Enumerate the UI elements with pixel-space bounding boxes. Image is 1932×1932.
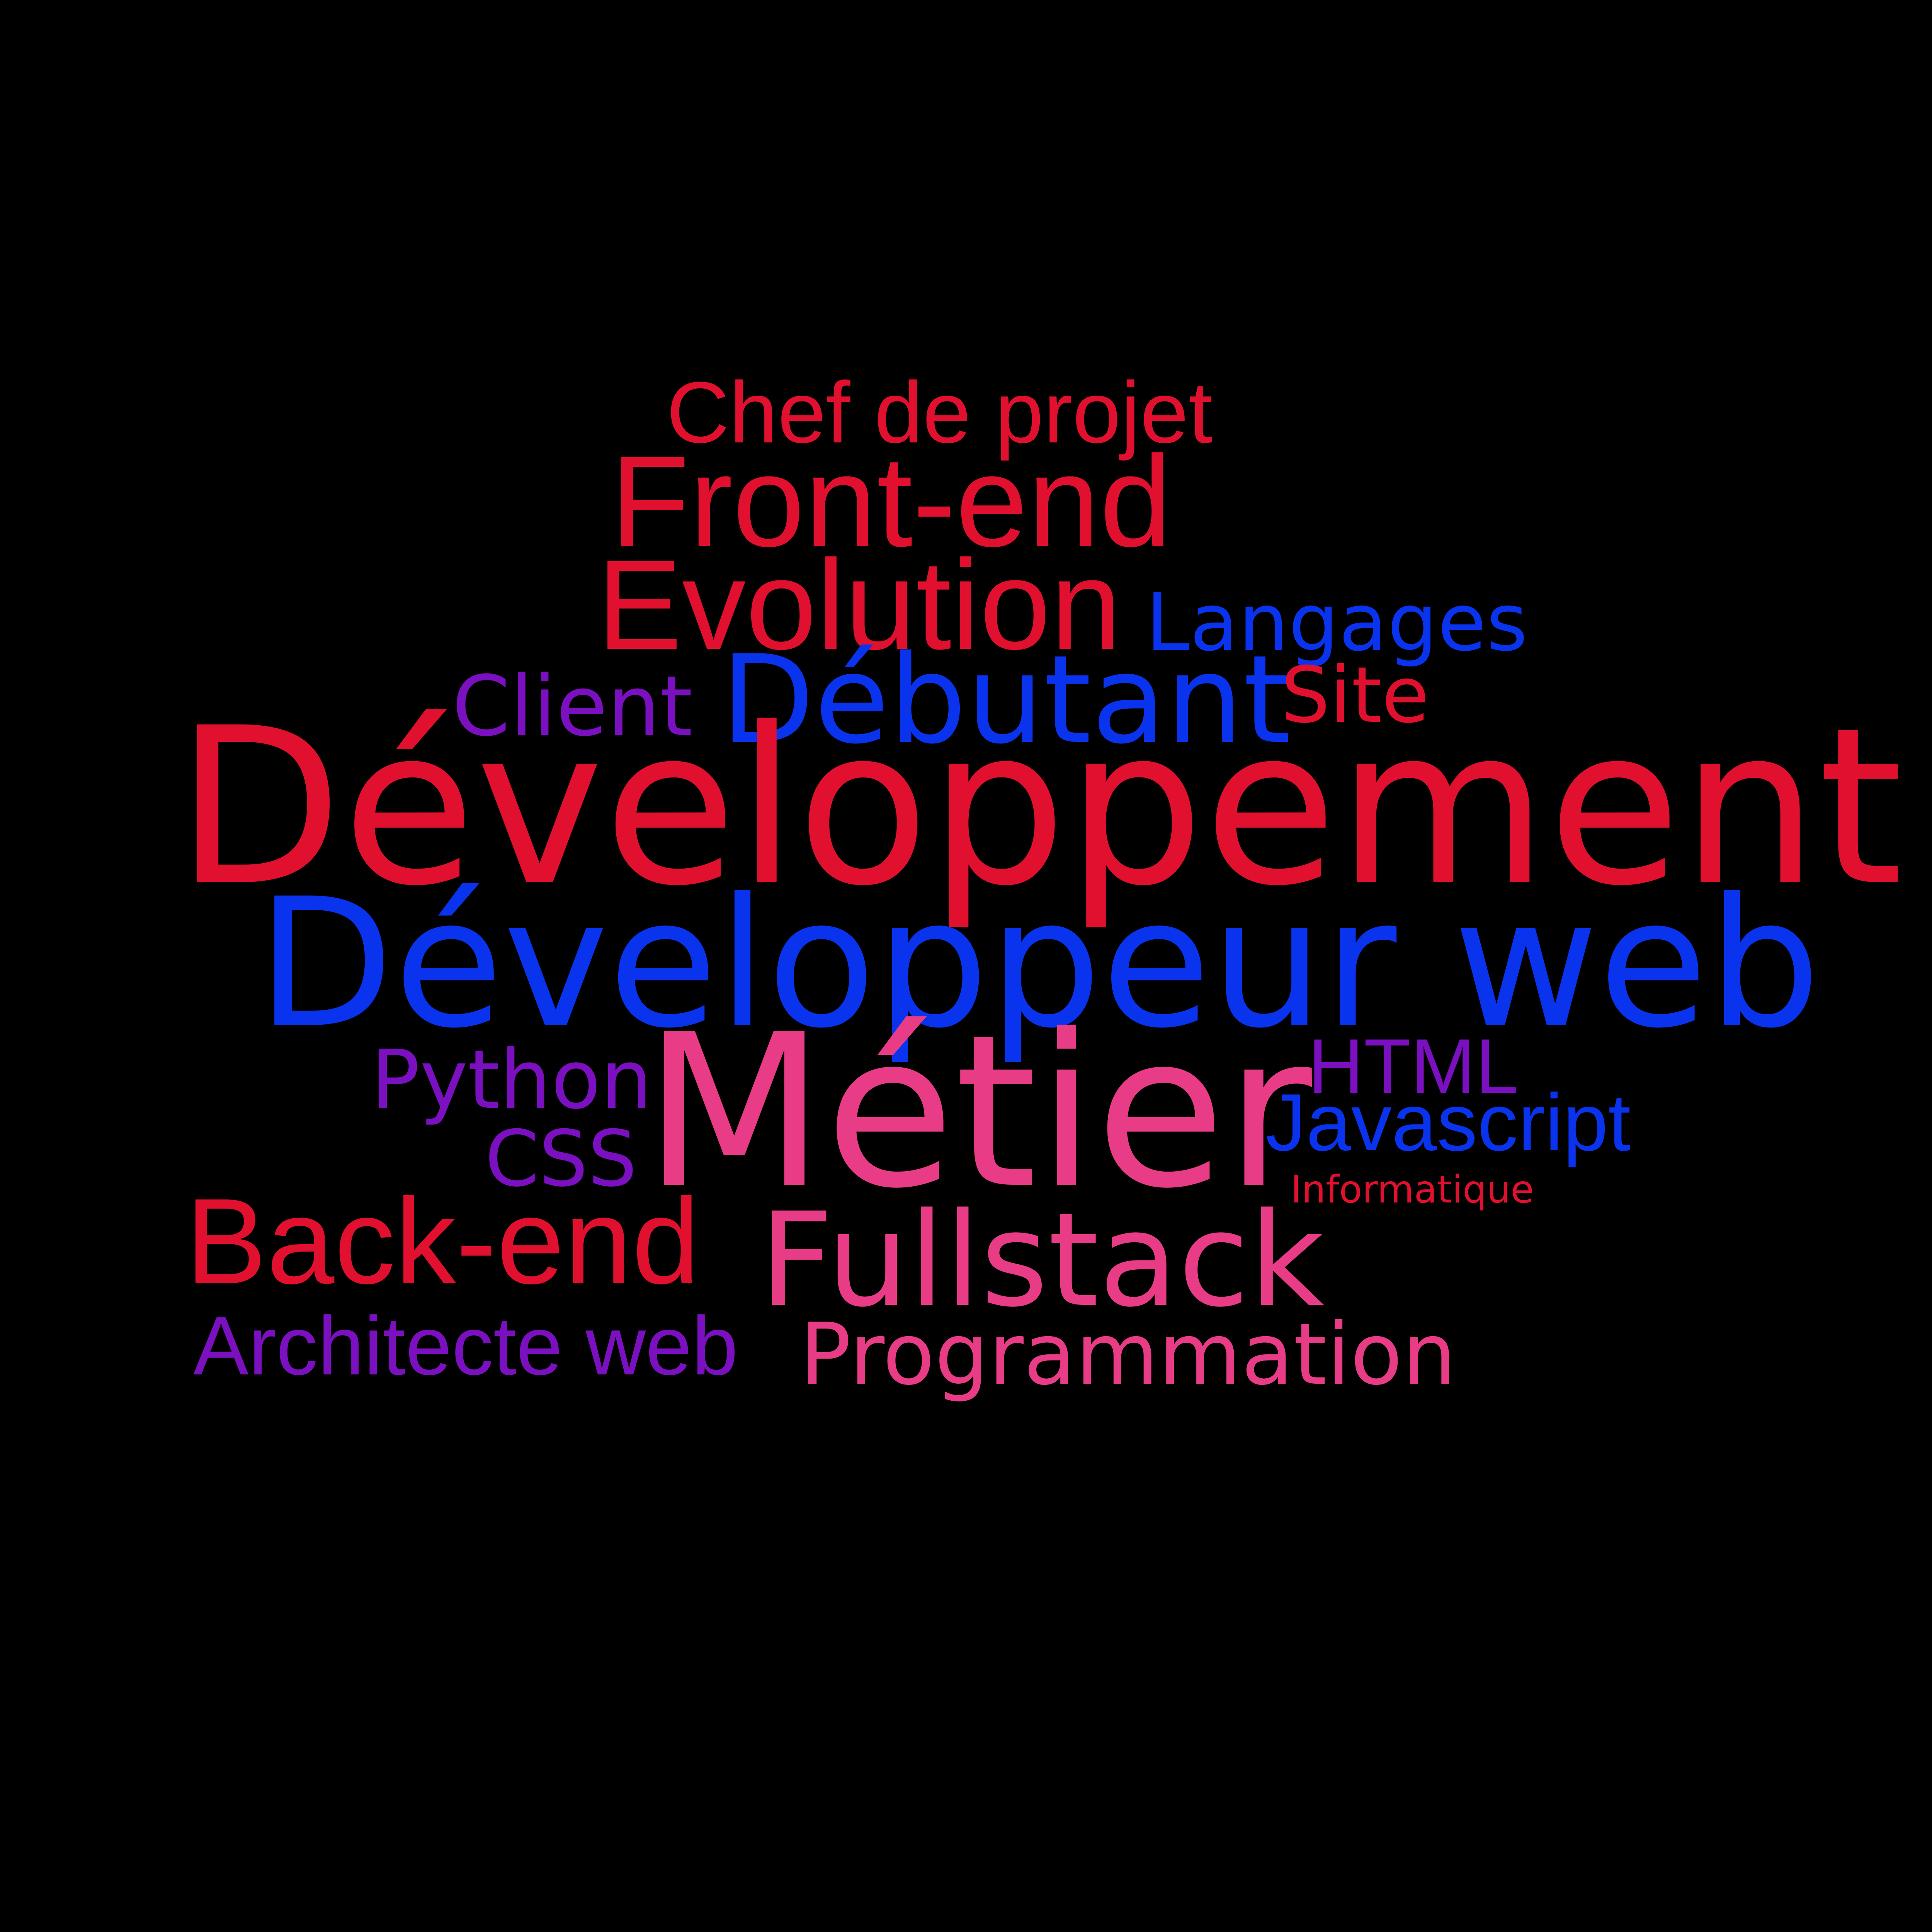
word-html: HTML [1308, 1023, 1519, 1109]
word-site: Site [1281, 650, 1429, 740]
word-debutant: Débutant [721, 629, 1291, 771]
word-front-end: Front-end [611, 429, 1172, 573]
word-architecte-web: Architecte web [193, 1299, 738, 1392]
word-evolution: Evolution [597, 533, 1122, 676]
word-developpement: Développement [176, 682, 1903, 934]
word-back-end: Back-end [185, 1173, 700, 1309]
word-developpeur-web: Développeur web [257, 861, 1821, 1067]
word-metier: Métier [643, 989, 1312, 1235]
word-programmation: Programmation [800, 1305, 1456, 1404]
word-chef-de-projet: Chef de projet [667, 364, 1213, 461]
word-informatique: Informatique [1291, 1168, 1534, 1212]
word-fullstack: Fullstack [759, 1185, 1325, 1336]
word-langages: Langages [1146, 577, 1528, 669]
word-client: Client [452, 658, 693, 755]
word-css: CSS [485, 1114, 637, 1204]
word-python: Python [371, 1032, 652, 1127]
word-javascript: Javascript [1265, 1077, 1631, 1168]
